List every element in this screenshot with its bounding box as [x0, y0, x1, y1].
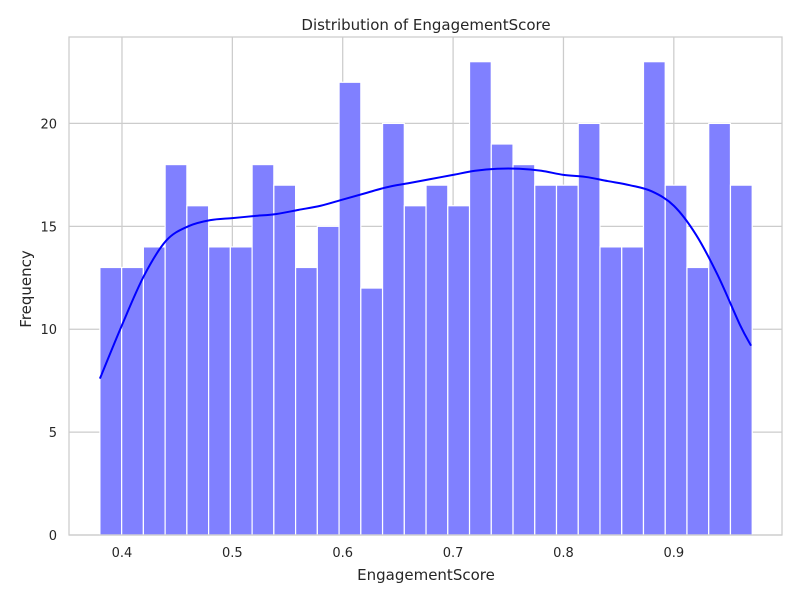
histogram-bar [708, 122, 732, 536]
histogram-bar [403, 205, 427, 536]
histogram-bar [208, 246, 231, 536]
y-axis-ticks: 0 5 10 15 20 [40, 117, 57, 544]
x-tick-label: 0.8 [553, 546, 574, 561]
y-tick-label: 5 [49, 426, 57, 441]
kde-curve [98, 167, 752, 379]
y-tick-label: 15 [40, 220, 57, 235]
histogram-bar [621, 246, 645, 536]
histogram-bar [273, 184, 297, 536]
histogram-bar [599, 246, 623, 536]
histogram-bar [534, 184, 558, 536]
x-tick-label: 0.7 [443, 546, 464, 561]
histogram-bar [555, 184, 579, 536]
plot-frame [68, 36, 783, 536]
histogram-bar [99, 266, 123, 536]
x-tick-label: 0.5 [222, 546, 243, 561]
x-tick-label: 0.9 [663, 546, 684, 561]
histogram-bar [186, 205, 210, 536]
x-axis-ticks: 0.4 0.5 0.6 0.7 0.8 0.9 [112, 546, 685, 561]
histogram-bar [338, 81, 362, 536]
chart-title: Distribution of EngagementScore [301, 16, 550, 34]
histogram-bar [294, 266, 318, 536]
histogram-bar [229, 246, 253, 536]
y-axis-label: Frequency [17, 250, 35, 328]
histogram-bar [686, 266, 710, 536]
y-tick-label: 0 [49, 529, 57, 544]
y-tick-label: 10 [40, 323, 57, 338]
histogram-bar [490, 143, 514, 536]
histogram-bar [577, 122, 601, 536]
histogram-bar [316, 225, 340, 536]
histogram-bar [664, 184, 688, 536]
y-tick-label: 20 [40, 117, 57, 132]
histogram-bar [251, 163, 275, 536]
histogram-bar [512, 163, 536, 536]
histogram-bar [142, 246, 166, 536]
histogram-bar [468, 61, 492, 536]
x-tick-label: 0.4 [112, 546, 133, 561]
histogram-bar [121, 266, 144, 536]
x-axis-label: EngagementScore [357, 566, 495, 584]
histogram-bar [729, 184, 753, 536]
histogram-bar [447, 205, 471, 536]
histogram-bar [425, 184, 449, 536]
x-tick-label: 0.6 [332, 546, 353, 561]
histogram-bar [164, 163, 188, 536]
histogram-bar [642, 61, 666, 536]
histogram-bar [360, 287, 384, 536]
